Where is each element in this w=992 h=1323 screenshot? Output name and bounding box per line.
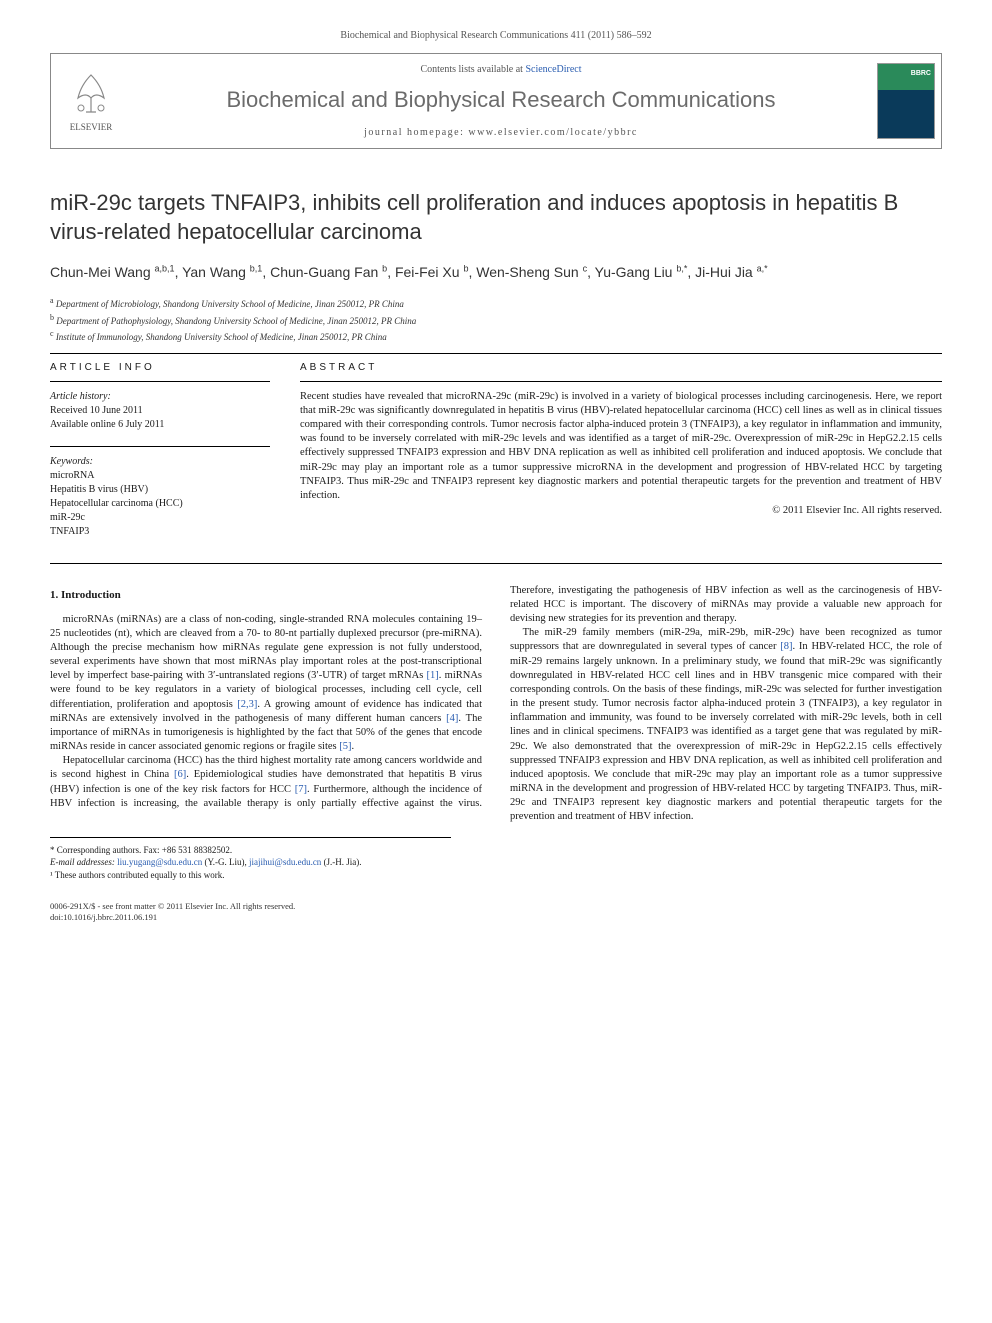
keyword: microRNA xyxy=(50,469,270,483)
elsevier-logo: ELSEVIER xyxy=(51,54,131,148)
affiliation-line: a Department of Microbiology, Shandong U… xyxy=(50,295,942,312)
affiliations: a Department of Microbiology, Shandong U… xyxy=(50,295,942,345)
divider xyxy=(50,446,270,447)
publisher-name: ELSEVIER xyxy=(70,122,113,132)
keywords-list: microRNAHepatitis B virus (HBV)Hepatocel… xyxy=(50,469,270,539)
divider xyxy=(300,381,942,382)
cover-image xyxy=(877,63,935,139)
body-paragraph: microRNAs (miRNAs) are a class of non-co… xyxy=(50,613,482,755)
abstract-text: Recent studies have revealed that microR… xyxy=(300,390,942,503)
keywords-label: Keywords: xyxy=(50,455,270,469)
abstract-copyright: © 2011 Elsevier Inc. All rights reserved… xyxy=(300,505,942,516)
journal-cover-thumbnail xyxy=(871,54,941,148)
citation-link[interactable]: [7] xyxy=(295,784,307,795)
footer: 0006-291X/$ - see front matter © 2011 El… xyxy=(50,901,942,923)
divider xyxy=(50,381,270,382)
divider xyxy=(50,563,942,564)
elsevier-tree-icon xyxy=(66,70,116,120)
available-date: Available online 6 July 2011 xyxy=(50,418,270,432)
body-paragraph: The miR-29 family members (miR-29a, miR-… xyxy=(510,626,942,824)
footnotes: * Corresponding authors. Fax: +86 531 88… xyxy=(50,837,451,882)
header-center: Contents lists available at ScienceDirec… xyxy=(131,54,871,148)
keyword: Hepatocellular carcinoma (HCC) xyxy=(50,497,270,511)
citation-link[interactable]: [8] xyxy=(780,641,792,652)
doi-line: doi:10.1016/j.bbrc.2011.06.191 xyxy=(50,912,942,923)
article-body: 1. Introduction microRNAs (miRNAs) are a… xyxy=(50,584,942,825)
homepage-label: journal homepage: xyxy=(364,127,468,138)
journal-homepage-line: journal homepage: www.elsevier.com/locat… xyxy=(364,127,638,138)
article-info-heading: ARTICLE INFO xyxy=(50,362,270,373)
sciencedirect-link[interactable]: ScienceDirect xyxy=(525,64,581,75)
citation-link[interactable]: [4] xyxy=(446,713,458,724)
journal-name: Biochemical and Biophysical Research Com… xyxy=(226,87,775,113)
email-link[interactable]: liu.yugang@sdu.edu.cn xyxy=(117,857,202,867)
equal-contribution-note: ¹ These authors contributed equally to t… xyxy=(50,869,451,882)
contents-available-line: Contents lists available at ScienceDirec… xyxy=(420,64,581,75)
journal-header-box: ELSEVIER Contents lists available at Sci… xyxy=(50,53,942,149)
article-history: Article history: Received 10 June 2011 A… xyxy=(50,390,270,432)
divider xyxy=(50,353,942,354)
author-list: Chun-Mei Wang a,b,1, Yan Wang b,1, Chun-… xyxy=(50,262,942,283)
citation-link[interactable]: [2,3] xyxy=(237,699,257,710)
keywords-block: Keywords: microRNAHepatitis B virus (HBV… xyxy=(50,455,270,539)
article-info-column: ARTICLE INFO Article history: Received 1… xyxy=(50,362,270,539)
info-abstract-row: ARTICLE INFO Article history: Received 1… xyxy=(50,362,942,539)
email-label: E-mail addresses: xyxy=(50,857,115,867)
corresponding-author-note: * Corresponding authors. Fax: +86 531 88… xyxy=(50,844,451,857)
email-addresses-line: E-mail addresses: liu.yugang@sdu.edu.cn … xyxy=(50,856,451,869)
article-title: miR-29c targets TNFAIP3, inhibits cell p… xyxy=(50,189,942,246)
journal-reference: Biochemical and Biophysical Research Com… xyxy=(50,30,942,41)
citation-link[interactable]: [6] xyxy=(174,769,186,780)
email-link[interactable]: jiajihui@sdu.edu.cn xyxy=(249,857,321,867)
affiliation-line: c Institute of Immunology, Shandong Univ… xyxy=(50,328,942,345)
abstract-heading: ABSTRACT xyxy=(300,362,942,373)
citation-link[interactable]: [5] xyxy=(339,741,351,752)
keyword: miR-29c xyxy=(50,511,270,525)
citation-link[interactable]: [1] xyxy=(427,670,439,681)
section-heading-intro: 1. Introduction xyxy=(50,588,482,603)
front-matter-line: 0006-291X/$ - see front matter © 2011 El… xyxy=(50,901,942,912)
keyword: TNFAIP3 xyxy=(50,525,270,539)
contents-prefix: Contents lists available at xyxy=(420,64,525,75)
received-date: Received 10 June 2011 xyxy=(50,404,270,418)
keyword: Hepatitis B virus (HBV) xyxy=(50,483,270,497)
affiliation-line: b Department of Pathophysiology, Shandon… xyxy=(50,312,942,329)
email-author-name: (J.-H. Jia). xyxy=(321,857,361,867)
email-author-name: (Y.-G. Liu), xyxy=(202,857,249,867)
history-label: Article history: xyxy=(50,390,270,404)
homepage-url[interactable]: www.elsevier.com/locate/ybbrc xyxy=(468,127,637,138)
abstract-column: ABSTRACT Recent studies have revealed th… xyxy=(300,362,942,539)
